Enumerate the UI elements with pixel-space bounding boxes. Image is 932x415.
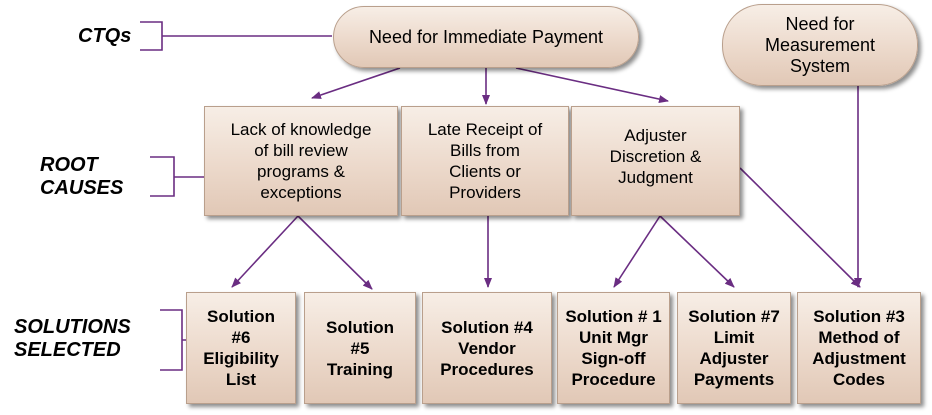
ctqs-label: CTQs (78, 25, 132, 47)
arrow-adjuster-to-s3 (739, 167, 861, 288)
solution-5: Solution #5 Training (304, 292, 416, 404)
ctq-measurement-system: Need for Measurement System (722, 4, 918, 86)
root-cause-adjuster-discretion: Adjuster Discretion & Judgment (571, 106, 740, 216)
solutions-bracket (160, 309, 186, 371)
solution-6: Solution #6 Eligibility List (186, 292, 296, 404)
arrow-adjuster-to-s1 (613, 215, 661, 288)
arrow-lack-to-s5 (297, 215, 373, 290)
solution-4: Solution #4 Vendor Procedures (422, 292, 552, 404)
arrow-adjuster-to-s7 (659, 215, 735, 288)
solutions-selected-label: SOLUTIONS SELECTED (14, 316, 131, 361)
solution-7: Solution #7 Limit Adjuster Payments (677, 292, 791, 404)
arrow-ctq-to-lack (311, 67, 401, 99)
arrow-ctq-to-adjuster (515, 67, 669, 103)
ctqs-bracket (140, 21, 332, 51)
ctq-immediate-payment: Need for Immediate Payment (333, 6, 639, 68)
solution-1: Solution # 1 Unit Mgr Sign-off Procedure (557, 292, 670, 404)
solution-3: Solution #3 Method of Adjustment Codes (797, 292, 921, 404)
root-causes-label: ROOT CAUSES (40, 154, 124, 199)
root-causes-bracket (150, 156, 204, 197)
root-cause-late-receipt: Late Receipt of Bills from Clients or Pr… (401, 106, 569, 216)
root-cause-lack-of-knowledge: Lack of knowledge of bill review program… (204, 106, 398, 216)
arrow-lack-to-s6 (231, 215, 299, 288)
